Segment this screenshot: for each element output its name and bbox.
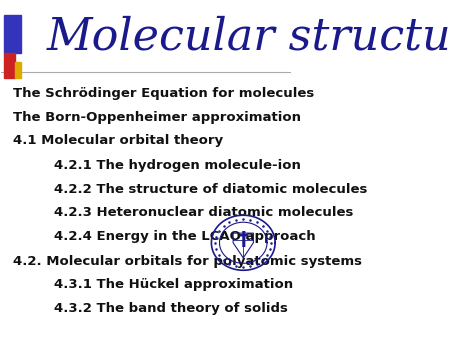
Bar (15, 62, 22, 78)
Text: 4.2.2 The structure of diatomic molecules: 4.2.2 The structure of diatomic molecule… (54, 183, 367, 196)
Text: Molecular structure: Molecular structure (46, 15, 450, 58)
Text: †: † (238, 230, 248, 249)
Text: The Born-Oppenheimer approximation: The Born-Oppenheimer approximation (13, 111, 301, 124)
Text: 4.2.4 Energy in the LCAO approach: 4.2.4 Energy in the LCAO approach (54, 230, 315, 243)
Bar (4, 15, 21, 53)
Text: 4.3.1 The Hückel approximation: 4.3.1 The Hückel approximation (54, 278, 292, 291)
Bar (4, 53, 15, 78)
Text: 4.1 Molecular orbital theory: 4.1 Molecular orbital theory (13, 134, 223, 147)
Text: 4.2.3 Heteronuclear diatomic molecules: 4.2.3 Heteronuclear diatomic molecules (54, 206, 353, 219)
Text: The Schrödinger Equation for molecules: The Schrödinger Equation for molecules (13, 87, 314, 100)
Text: 4.3.2 The band theory of solids: 4.3.2 The band theory of solids (54, 301, 288, 315)
Text: 4.2.1 The hydrogen molecule-ion: 4.2.1 The hydrogen molecule-ion (54, 159, 301, 172)
Text: 4.2. Molecular orbitals for polyatomic systems: 4.2. Molecular orbitals for polyatomic s… (13, 255, 362, 268)
